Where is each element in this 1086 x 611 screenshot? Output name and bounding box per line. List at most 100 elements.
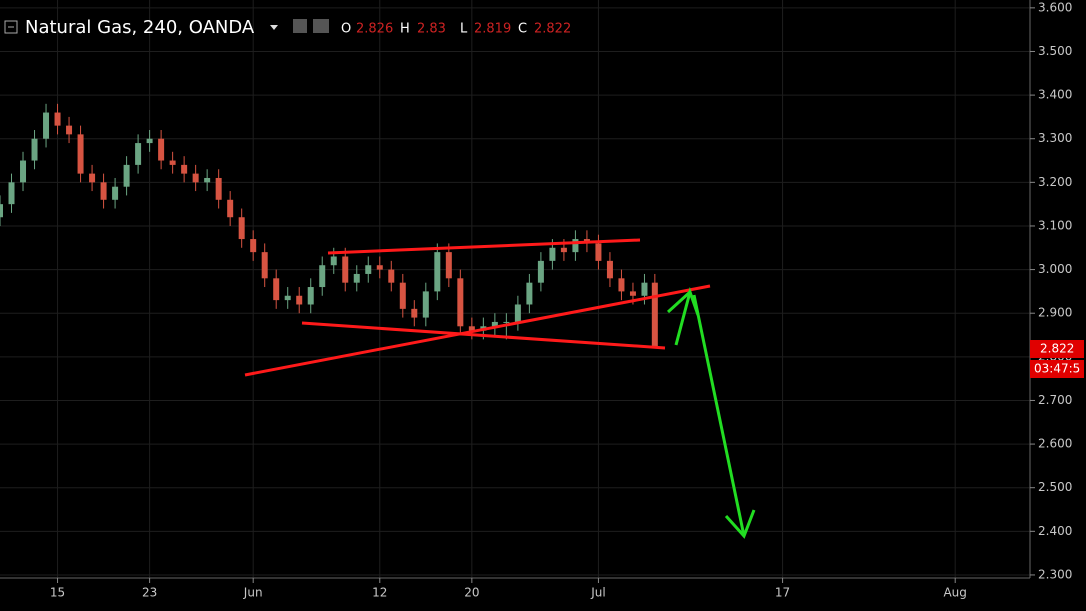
candle-body <box>250 239 257 253</box>
ohlc-value: 2.819 <box>474 22 511 37</box>
y-tick-label: 2.400 <box>1038 524 1072 538</box>
candle-body <box>261 252 268 279</box>
candle-body <box>365 265 372 274</box>
candle-body <box>491 321 498 327</box>
candle-body <box>89 173 96 183</box>
candle-body <box>31 138 38 161</box>
ohlc-value: 2.822 <box>534 22 571 37</box>
countdown: 03:47:5 <box>1034 362 1080 376</box>
candle-body <box>445 252 452 279</box>
candle-body <box>77 134 84 174</box>
y-tick-label: 3.600 <box>1038 0 1072 14</box>
ohlc-label: L <box>460 22 468 37</box>
candle-body <box>399 282 406 309</box>
candle-body <box>284 295 291 301</box>
settings-icon[interactable] <box>313 19 329 33</box>
candle-body <box>215 177 222 200</box>
trend-line <box>301 321 666 350</box>
ohlc-value: 2.83 <box>417 22 446 37</box>
candle-body <box>66 125 73 135</box>
y-tick-label: 3.300 <box>1038 131 1072 145</box>
drawings <box>244 238 756 539</box>
header: Natural Gas, 240, OANDA O 2.826 H 2.83 L… <box>4 17 571 38</box>
collapse-icon[interactable] <box>4 20 18 34</box>
candle-body <box>641 282 648 296</box>
ohlc-value: 2.826 <box>356 22 393 37</box>
settings-icon[interactable] <box>293 19 307 33</box>
candle-body <box>204 177 211 183</box>
candle-body <box>238 217 245 240</box>
candle-body <box>388 269 395 283</box>
y-tick-label: 2.900 <box>1038 306 1072 320</box>
candle-body <box>411 308 418 318</box>
candle-body <box>192 173 199 183</box>
trend-line <box>327 238 641 255</box>
candle-body <box>526 282 533 305</box>
y-tick-label: 3.000 <box>1038 262 1072 276</box>
x-tick-label: 15 <box>50 586 65 600</box>
x-tick-label: 17 <box>775 586 790 600</box>
candle-body <box>112 186 119 200</box>
candle-body <box>537 260 544 283</box>
candle-body <box>319 265 326 288</box>
x-tick-label: 23 <box>142 586 157 600</box>
candle-body <box>146 138 153 144</box>
x-tick-label: Jun <box>243 586 263 600</box>
candle-body <box>606 260 613 279</box>
y-tick-label: 2.300 <box>1038 567 1072 581</box>
candle-body <box>158 138 165 161</box>
candle-body <box>0 204 3 218</box>
candles <box>0 103 658 349</box>
candle-body <box>135 143 142 165</box>
x-tick-label: 20 <box>464 586 479 600</box>
candle-body <box>342 256 349 283</box>
countdown-tag <box>1030 360 1084 378</box>
candle-body <box>629 291 636 296</box>
candle-body <box>514 304 521 322</box>
price-tags: 2.822 03:47:5 <box>1030 340 1084 378</box>
last-price-tag <box>1030 340 1084 358</box>
grid <box>0 0 1030 578</box>
candle-body <box>296 295 303 305</box>
x-tick-label: 12 <box>372 586 387 600</box>
candle-body <box>422 291 429 318</box>
candle-body <box>595 243 602 261</box>
ohlc-label: O <box>341 22 351 37</box>
candle-body <box>100 182 107 200</box>
arrow <box>724 509 756 539</box>
candle-body <box>376 265 383 270</box>
last-price: 2.822 <box>1040 342 1074 356</box>
arrow <box>692 294 746 537</box>
y-tick-label: 2.500 <box>1038 480 1072 494</box>
candle-body <box>307 287 314 305</box>
candle-body <box>227 199 234 218</box>
candle-body <box>434 252 441 292</box>
ohlc-label: H <box>400 22 410 37</box>
candle-body <box>20 160 27 183</box>
dropdown-icon[interactable] <box>270 25 278 30</box>
candle-body <box>181 164 188 174</box>
x-tick-label: Jul <box>590 586 605 600</box>
y-tick-label: 3.500 <box>1038 44 1072 58</box>
candle-body <box>468 326 475 331</box>
chart-title: Natural Gas, 240, OANDA <box>25 17 255 38</box>
candle-body <box>54 112 61 126</box>
trend-line <box>244 284 711 377</box>
arrow <box>666 290 692 314</box>
candle-body <box>169 160 176 165</box>
ohlc-label: C <box>518 22 527 37</box>
x-tick-label: Aug <box>943 586 966 600</box>
y-tick-label: 2.700 <box>1038 393 1072 407</box>
candle-body <box>549 247 556 261</box>
candle-body <box>353 273 360 283</box>
candle-body <box>651 282 658 348</box>
candle-body <box>457 278 464 327</box>
y-tick-label: 2.600 <box>1038 437 1072 451</box>
candle-body <box>8 182 15 205</box>
candle-body <box>330 256 337 266</box>
candle-body <box>43 112 50 139</box>
y-tick-label: 3.200 <box>1038 175 1072 189</box>
candle-body <box>572 239 579 253</box>
